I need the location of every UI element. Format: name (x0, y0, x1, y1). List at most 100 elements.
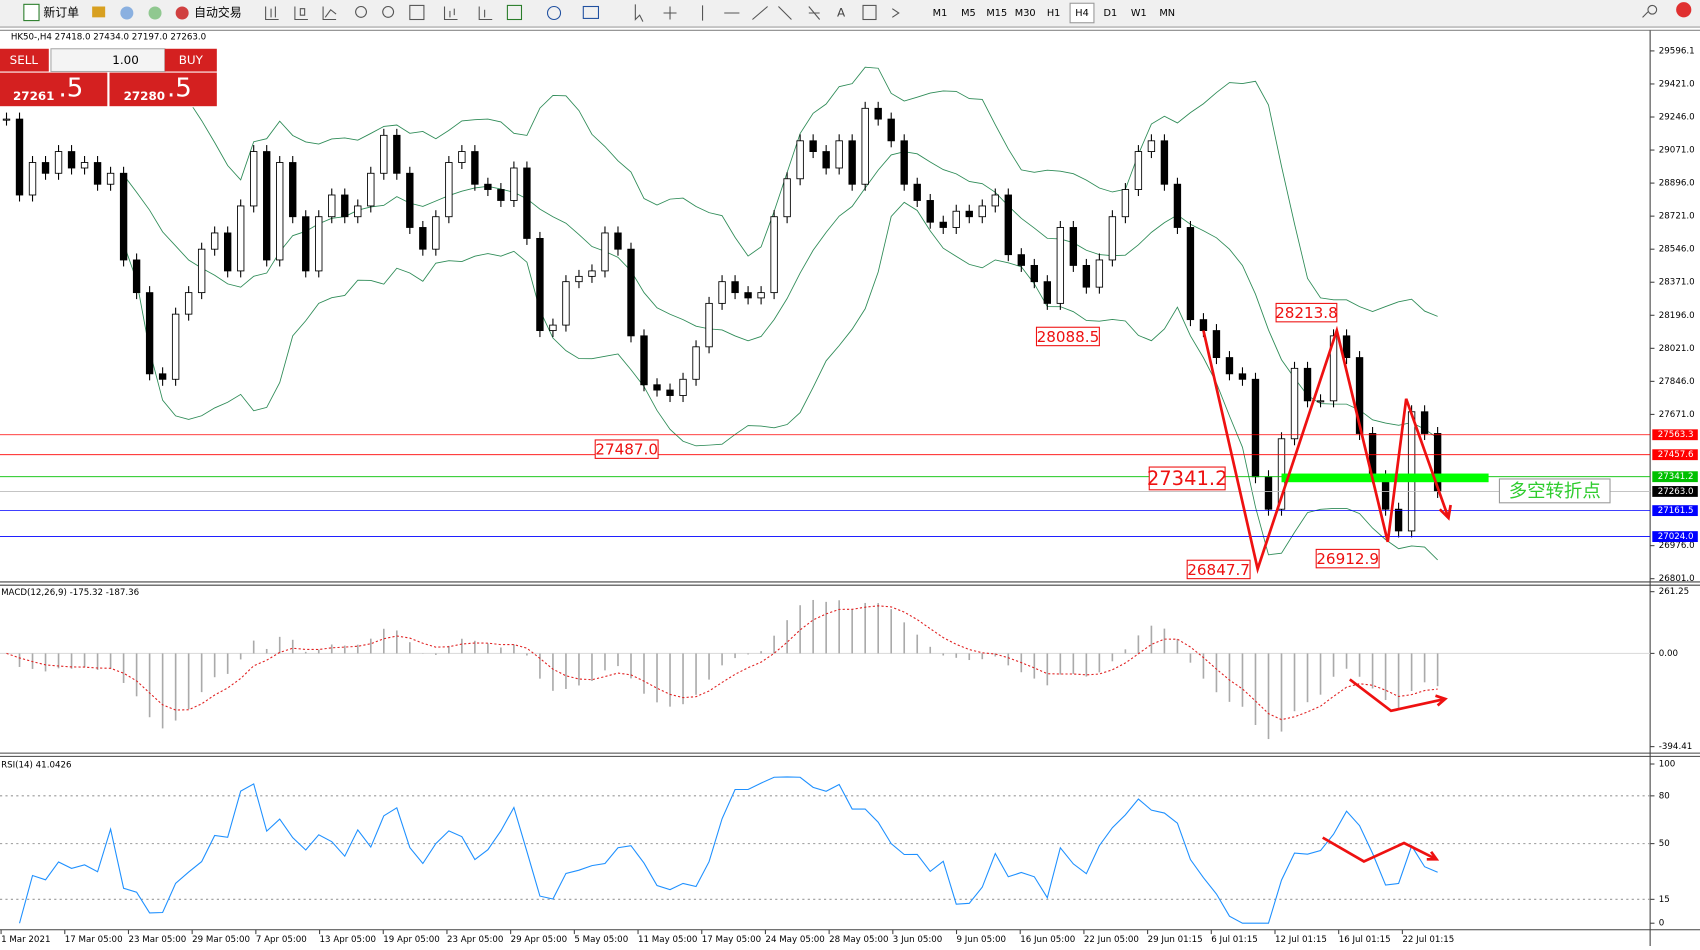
candle-body (15, 118, 24, 196)
buy-price-box[interactable] (109, 72, 217, 107)
volume-input[interactable] (50, 48, 166, 73)
x-tick-label: 5 May 05:00 (574, 935, 628, 945)
candle-body (510, 167, 518, 201)
candle-body (497, 189, 505, 201)
price-tag-label: 27161.5 (1658, 506, 1694, 516)
candle-body (1004, 194, 1012, 256)
new-order-icon[interactable] (23, 3, 40, 22)
candle-body (913, 183, 921, 201)
timeframe[interactable]: M30 (1015, 8, 1036, 19)
timeframe[interactable]: M5 (961, 8, 976, 19)
icon[interactable] (546, 5, 562, 21)
candle-body (718, 281, 726, 304)
candle-body (1043, 281, 1052, 304)
icon[interactable] (148, 6, 162, 20)
y-tick-label: 26976.0 (1659, 541, 1695, 551)
icon[interactable] (92, 6, 106, 18)
price-tag (1652, 449, 1698, 461)
candle-body (67, 151, 76, 169)
sell-price-pip[interactable]: .5 (59, 73, 84, 103)
volume[interactable]: 1.00 (112, 53, 139, 67)
y-tick-label: 28371.0 (1659, 278, 1695, 288)
timeframe[interactable]: H4 (1075, 8, 1089, 19)
new-order[interactable]: 新订单 (43, 6, 79, 20)
timeframe[interactable]: MN (1159, 8, 1175, 19)
auto-trade-icon[interactable] (175, 6, 189, 20)
y-tick-label: 29421.0 (1659, 79, 1695, 89)
candle-body (1251, 378, 1260, 478)
price-tag-label: 27024.0 (1658, 532, 1694, 542)
buy-price[interactable]: 27280 (124, 89, 165, 103)
text-tool[interactable]: A (837, 6, 846, 20)
candle-body (1017, 254, 1025, 266)
candle-body (445, 162, 453, 218)
icon[interactable] (382, 5, 395, 18)
arrow-path (1322, 836, 1438, 864)
x-tick-label: 28 May 05:00 (829, 935, 888, 945)
rsi-line (18, 776, 1438, 924)
sell-price[interactable]: 27261 (13, 89, 54, 103)
alert-badge[interactable] (1676, 2, 1692, 18)
candle-body (757, 292, 765, 299)
icon[interactable] (506, 4, 523, 21)
timeframe[interactable]: D1 (1104, 8, 1118, 19)
candle-body (874, 107, 882, 120)
icon[interactable] (322, 6, 337, 21)
y-tick-label: 28196.0 (1659, 311, 1695, 321)
icon[interactable] (443, 6, 493, 21)
sell-price-box[interactable] (0, 72, 108, 107)
candle-body (744, 292, 752, 299)
icon[interactable] (582, 5, 600, 19)
candle-body (302, 216, 310, 272)
candle-body (991, 194, 999, 207)
candle-body (223, 232, 232, 272)
buy-label[interactable]: BUY (179, 53, 204, 67)
x-tick-label: 7 Apr 05:00 (256, 935, 307, 945)
candle-body (158, 373, 167, 380)
icon[interactable] (265, 6, 279, 21)
icon[interactable] (862, 4, 877, 21)
candle-body (432, 216, 440, 250)
x-tick-label: 3 Jun 05:00 (893, 935, 942, 945)
x-tick-label: 23 Apr 05:00 (447, 935, 503, 945)
sell-button[interactable] (0, 48, 49, 72)
candle-body (1199, 319, 1208, 332)
timeframe[interactable]: W1 (1131, 8, 1147, 19)
timeframe[interactable]: H1 (1047, 8, 1061, 19)
arrow-path (1202, 325, 1450, 574)
x-tick-label: 6 Jul 01:15 (1211, 935, 1257, 945)
timeframe[interactable]: M15 (986, 8, 1007, 19)
candle-body (354, 205, 362, 218)
price-tag (1652, 505, 1698, 517)
y-tick-label: 28896.0 (1659, 179, 1695, 189)
buy-button[interactable] (164, 48, 217, 72)
icon[interactable] (1647, 4, 1658, 15)
sell-label[interactable]: SELL (10, 53, 39, 67)
y-tick-label: 29596.1 (1659, 46, 1695, 56)
arrowhead (1438, 504, 1452, 521)
x-tick-label: 24 May 05:00 (765, 935, 824, 945)
candle-body (575, 275, 583, 283)
icon[interactable] (634, 4, 821, 22)
icon[interactable] (355, 5, 367, 18)
auto-trade[interactable]: 自动交易 (194, 6, 242, 20)
candle-body (887, 118, 895, 142)
arrow-path (1348, 678, 1446, 713)
candle-body (458, 151, 466, 163)
candle-body (1082, 264, 1091, 288)
x-tick-label: 17 May 05:00 (702, 935, 761, 945)
buy-price-pip[interactable]: .5 (167, 73, 192, 103)
candle-body (1303, 367, 1312, 402)
y-tick-label: 28721.0 (1659, 212, 1695, 222)
arrowhead (1435, 694, 1448, 707)
icon[interactable] (120, 6, 134, 20)
annotation-box (1148, 466, 1226, 491)
y-tick-label: 15 (1659, 895, 1670, 905)
icon[interactable] (891, 8, 1649, 18)
drawn-arrows (1202, 325, 1452, 864)
icon[interactable] (409, 4, 425, 21)
icon[interactable] (294, 6, 308, 21)
candle-body (1186, 227, 1195, 321)
candle-body (783, 178, 791, 218)
timeframe[interactable]: M1 (933, 8, 948, 19)
